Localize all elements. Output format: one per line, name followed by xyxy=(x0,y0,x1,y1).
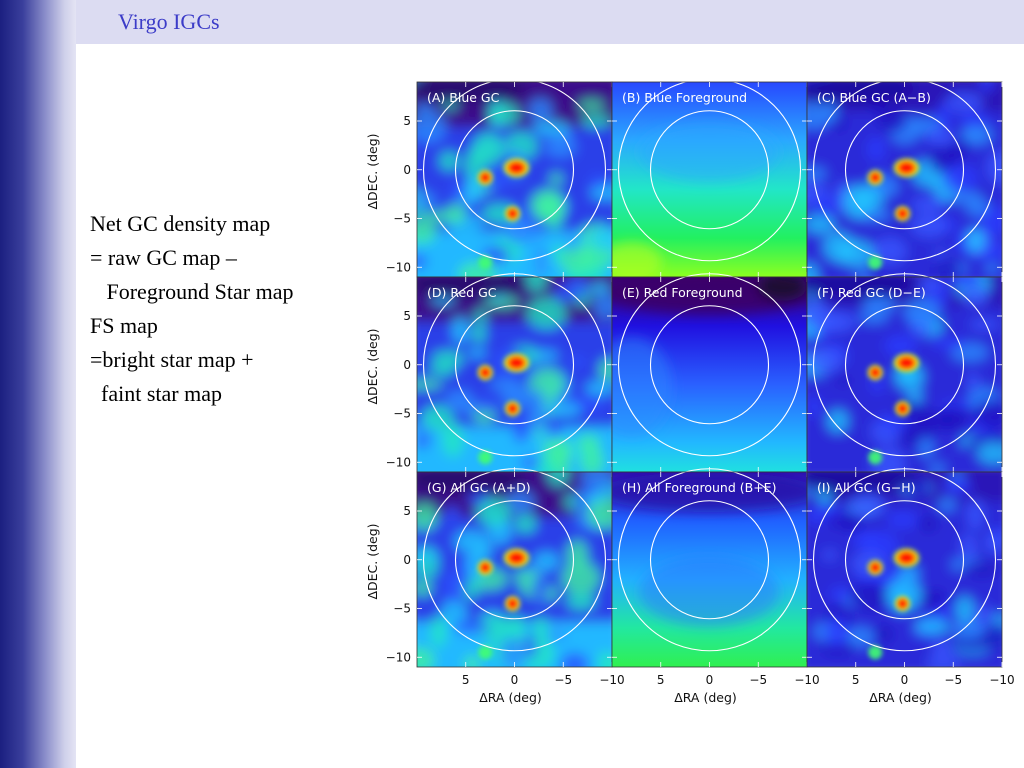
y-tick-label: 5 xyxy=(403,504,411,518)
panel-label: (E) Red Foreground xyxy=(622,285,743,300)
x-tick-label: −10 xyxy=(599,673,624,687)
y-tick-label: −5 xyxy=(393,602,411,616)
axes-group: 5 0 −5 −10 ΔDEC. (deg) 5 0 −5 −10 ΔDEC. (deg) 5 0 −5… xyxy=(365,114,1015,705)
body-line: =bright star map + xyxy=(90,347,254,372)
panel-label: (H) All Foreground (B+E) xyxy=(622,480,776,495)
y-tick-label: −5 xyxy=(393,212,411,226)
x-tick-label: −10 xyxy=(794,673,819,687)
outer-radius-circle xyxy=(617,468,802,652)
panel-label: (I) All GC (G−H) xyxy=(817,480,916,495)
map-panel: (D) Red GC xyxy=(416,273,613,473)
outer-radius-circle xyxy=(422,468,607,652)
x-tick-label: −5 xyxy=(944,673,962,687)
outer-radius-circle xyxy=(422,78,607,262)
outer-radius-circle xyxy=(812,468,997,652)
inner-radius-circle xyxy=(454,305,575,425)
body-line: Foreground Star map xyxy=(90,279,294,304)
inner-radius-circle xyxy=(844,110,965,230)
y-tick-label: 5 xyxy=(403,309,411,323)
x-axis-label: ΔRA (deg) xyxy=(869,690,932,705)
outer-radius-circle xyxy=(617,78,802,262)
panel-label: (C) Blue GC (A−B) xyxy=(817,90,931,105)
title-band xyxy=(76,0,1024,44)
y-tick-label: −5 xyxy=(393,407,411,421)
y-tick-label: 0 xyxy=(403,553,411,567)
inner-radius-circle xyxy=(844,500,965,620)
y-tick-label: 0 xyxy=(403,163,411,177)
outer-radius-circle xyxy=(422,273,607,457)
y-axis-label: ΔDEC. (deg) xyxy=(365,523,380,599)
panel-grid: (A) Blue GC (B) Blue Foreground (C) Blue G… xyxy=(416,78,1003,668)
body-line: = raw GC map – xyxy=(90,245,237,270)
body-line: Net GC density map xyxy=(90,211,271,236)
map-panel: (A) Blue GC xyxy=(416,78,613,278)
inner-radius-circle xyxy=(649,110,770,230)
y-tick-label: −10 xyxy=(386,455,411,469)
x-tick-label: 0 xyxy=(511,673,519,687)
x-tick-label: 5 xyxy=(657,673,665,687)
inner-radius-circle xyxy=(844,305,965,425)
outer-radius-circle xyxy=(812,78,997,262)
left-decorative-bar xyxy=(0,0,76,768)
body-line: faint star map xyxy=(90,381,222,406)
panel-label: (F) Red GC (D−E) xyxy=(817,285,926,300)
map-panel: (B) Blue Foreground xyxy=(611,78,808,278)
outer-radius-circle xyxy=(617,273,802,457)
inner-radius-circle xyxy=(649,500,770,620)
slide-title: Virgo IGCs xyxy=(118,9,220,34)
y-axis-label: ΔDEC. (deg) xyxy=(365,328,380,404)
y-tick-label: 0 xyxy=(403,358,411,372)
x-tick-label: 5 xyxy=(462,673,470,687)
map-panel: (F) Red GC (D−E) xyxy=(806,273,1003,473)
x-tick-label: −5 xyxy=(749,673,767,687)
x-tick-label: 0 xyxy=(706,673,714,687)
map-panel: (H) All Foreground (B+E) xyxy=(611,468,808,668)
body-line: FS map xyxy=(90,313,158,338)
panel-label: (D) Red GC xyxy=(427,285,497,300)
map-panel: (G) All GC (A+D) xyxy=(416,468,613,668)
inner-radius-circle xyxy=(454,110,575,230)
x-tick-label: 5 xyxy=(852,673,860,687)
panel-label: (B) Blue Foreground xyxy=(622,90,747,105)
inner-radius-circle xyxy=(454,500,575,620)
y-tick-label: −10 xyxy=(386,650,411,664)
slide-body-text: Net GC density map = raw GC map – Foregr… xyxy=(90,207,293,411)
map-panel: (C) Blue GC (A−B) xyxy=(806,78,1003,278)
panel-label: (G) All GC (A+D) xyxy=(427,480,531,495)
gc-density-figure: (A) Blue GC (B) Blue Foreground (C) Blue G… xyxy=(365,78,1015,705)
y-tick-label: −10 xyxy=(386,260,411,274)
y-tick-label: 5 xyxy=(403,114,411,128)
x-tick-label: −5 xyxy=(554,673,572,687)
y-axis-label: ΔDEC. (deg) xyxy=(365,133,380,209)
x-axis-label: ΔRA (deg) xyxy=(479,690,542,705)
inner-radius-circle xyxy=(649,305,770,425)
map-panel: (E) Red Foreground xyxy=(611,273,808,473)
panel-label: (A) Blue GC xyxy=(427,90,500,105)
map-panel: (I) All GC (G−H) xyxy=(806,468,1003,668)
x-tick-label: −10 xyxy=(989,673,1014,687)
outer-radius-circle xyxy=(812,273,997,457)
x-axis-label: ΔRA (deg) xyxy=(674,690,737,705)
x-tick-label: 0 xyxy=(901,673,909,687)
